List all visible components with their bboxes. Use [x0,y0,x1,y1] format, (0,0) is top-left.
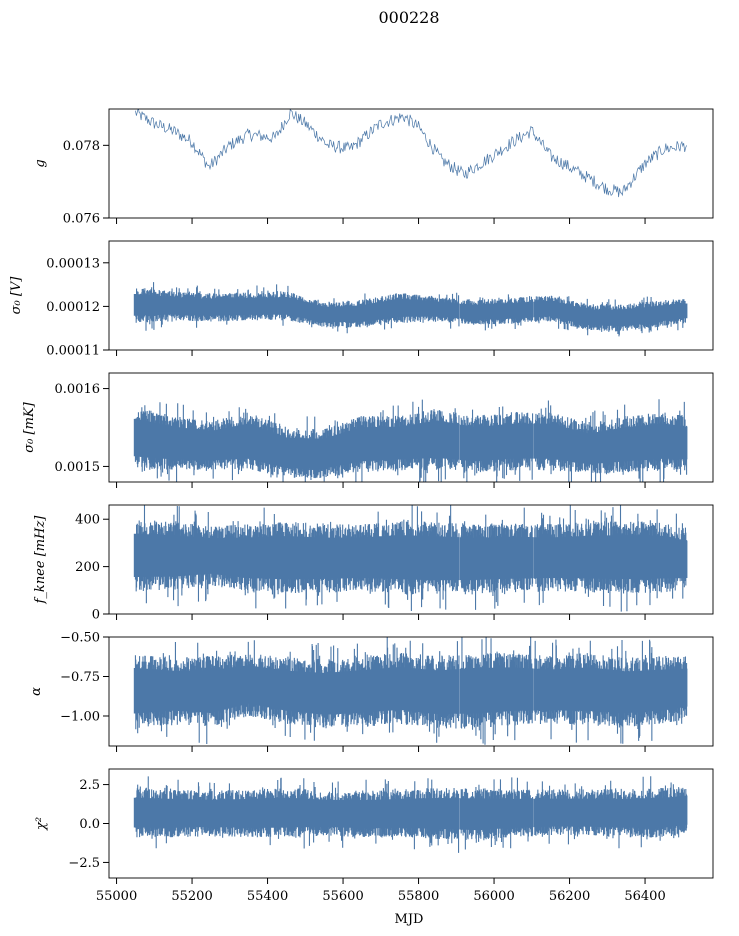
y-tick-label: 2.5 [79,778,100,793]
y-tick-label: 0.00011 [46,344,100,359]
y-axis-label: f_knee [mHz] [33,515,48,605]
x-tick-label: 55600 [322,889,363,904]
series-sigma0_mk [133,399,688,482]
y-tick-label: 0.0015 [55,460,101,475]
y-tick-label: −0.75 [60,670,100,685]
x-axis-label: MJD [395,912,424,927]
y-tick-label: 0.00012 [46,300,100,315]
y-axis-label: σ₀ [V] [9,276,24,315]
panel-sigma0_mk: 0.0015 0.0016 σ₀ [mK] [22,372,714,488]
axes-frame [108,240,714,351]
panel-alpha: −1.00 −0.75 −0.50 α [29,631,714,752]
axes-frame [108,636,714,747]
y-axis-label: χ² [34,817,49,831]
x-tick-label: 56000 [473,889,514,904]
data-band-core [133,665,688,715]
y-tick-label: −2.5 [68,856,100,871]
panel-fknee: 0 200 400 f_knee [mHz] [33,504,714,623]
data-band-core [133,533,688,581]
data-band-core [133,294,688,327]
x-tick-label: 56400 [624,889,665,904]
y-axis-label: α [29,687,44,696]
panel-g: 0.076 0.078 g [33,108,714,227]
panel-sigma0_volt: 0.00011 0.00012 0.00013 σ₀ [V] [9,240,714,359]
figure-title: 000228 [378,8,439,27]
x-tick-label: 55400 [247,889,288,904]
y-tick-label: 0 [92,608,100,623]
x-tick-label: 55800 [398,889,439,904]
y-axis-label: σ₀ [mK] [22,401,37,452]
y-tick-label: −0.50 [60,631,100,646]
y-tick-label: 0.00013 [46,256,100,271]
y-axis-label: g [33,159,48,167]
data-band-core [133,795,688,830]
y-tick-label: 400 [75,513,100,528]
series-sigma0_volt [133,282,688,337]
axes-frame [108,372,714,483]
series-alpha [133,637,688,745]
axes-frame [108,504,714,615]
panel-chi2: 55000 55200 55400 55600 55800 56000 56200 56400… [34,768,714,904]
y-tick-label: 0.0 [79,817,100,832]
y-tick-label: −1.00 [60,709,100,724]
data-line [135,109,687,198]
x-tick-label: 55200 [171,889,212,904]
y-tick-label: 200 [75,560,100,575]
series-chi2 [133,776,688,853]
axes-frame [108,108,714,219]
y-tick-label: 0.078 [63,139,100,154]
series-fknee [133,505,688,612]
series-g [135,109,687,198]
x-tick-label: 55000 [96,889,137,904]
x-tick-label: 56200 [549,889,590,904]
y-tick-label: 0.0016 [55,382,101,397]
data-band-core [133,418,688,469]
y-tick-label: 0.076 [63,212,100,227]
